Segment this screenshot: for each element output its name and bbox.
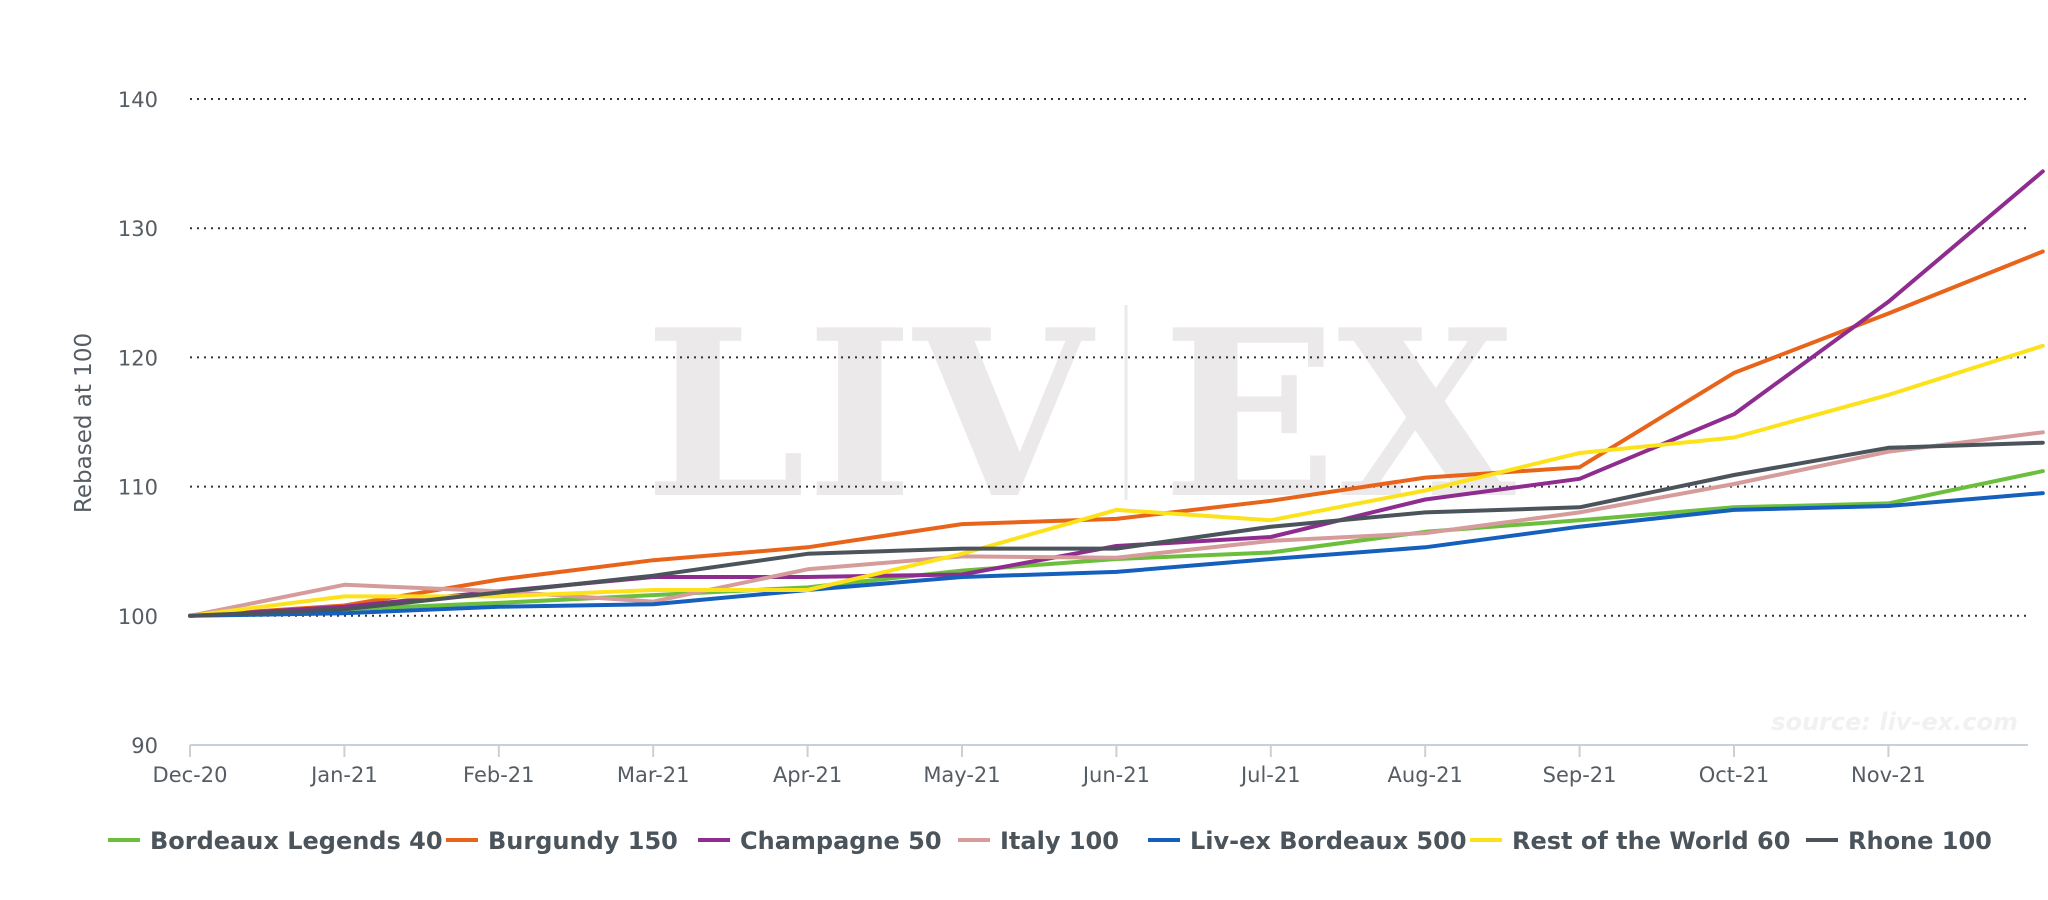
- y-tick-label: 110: [118, 476, 158, 500]
- legend-label: Rest of the World 60: [1512, 827, 1790, 855]
- x-tick-label: Oct-21: [1699, 763, 1770, 787]
- watermark-left-text: LIV: [644, 280, 1095, 550]
- x-tick-label: Feb-21: [463, 763, 534, 787]
- y-tick-label: 100: [118, 605, 158, 629]
- legend-label: Liv-ex Bordeaux 500: [1190, 827, 1467, 855]
- legend-label: Champagne 50: [740, 827, 942, 855]
- legend-item[interactable]: Rhone 100: [1806, 827, 1992, 855]
- legend: Bordeaux Legends 40 Burgundy 150 Champagne…: [108, 827, 1992, 855]
- series-line[interactable]: [188, 249, 2045, 618]
- x-tick-label: Nov-21: [1851, 763, 1926, 787]
- legend-item[interactable]: Burgundy 150: [446, 827, 678, 855]
- y-axis-ticks: 90 100 110 120 130 140: [118, 88, 158, 758]
- x-tick-label: Sep-21: [1543, 763, 1617, 787]
- legend-label: Burgundy 150: [488, 827, 678, 855]
- legend-item[interactable]: Champagne 50: [698, 827, 942, 855]
- legend-item[interactable]: Bordeaux Legends 40: [108, 827, 443, 855]
- grid-lines: [190, 98, 2028, 617]
- legend-item[interactable]: Rest of the World 60: [1470, 827, 1790, 855]
- legend-label: Bordeaux Legends 40: [150, 827, 443, 855]
- x-axis-ticks: Dec-20 Jan-21 Feb-21 Mar-21 Apr-21 May-21 Jun-…: [153, 745, 1926, 787]
- source-label: source: liv-ex.com: [1771, 708, 2018, 736]
- y-axis-title: Rebased at 100: [71, 333, 97, 513]
- x-tick-label: Aug-21: [1388, 763, 1463, 787]
- x-tick-label: Jul-21: [1239, 763, 1301, 787]
- x-tick-label: Jun-21: [1081, 763, 1150, 787]
- legend-label: Italy 100: [1000, 827, 1119, 855]
- series-lines: [188, 169, 2045, 618]
- x-tick-label: Jan-21: [309, 763, 378, 787]
- x-tick-label: Dec-20: [153, 763, 228, 787]
- series-line[interactable]: [188, 430, 2045, 618]
- series-line[interactable]: [188, 343, 2045, 618]
- watermark: LIV EX: [644, 280, 1516, 550]
- series-line[interactable]: [188, 491, 2045, 618]
- y-tick-label: 90: [131, 734, 158, 758]
- series-line[interactable]: [188, 440, 2045, 618]
- y-tick-label: 130: [118, 217, 158, 241]
- legend-item[interactable]: Liv-ex Bordeaux 500: [1148, 827, 1467, 855]
- legend-item[interactable]: Italy 100: [958, 827, 1119, 855]
- x-tick-label: May-21: [923, 763, 1000, 787]
- x-tick-label: Mar-21: [617, 763, 690, 787]
- legend-label: Rhone 100: [1848, 827, 1992, 855]
- y-tick-label: 120: [118, 346, 158, 370]
- y-tick-label: 140: [118, 88, 158, 112]
- x-tick-label: Apr-21: [773, 763, 842, 787]
